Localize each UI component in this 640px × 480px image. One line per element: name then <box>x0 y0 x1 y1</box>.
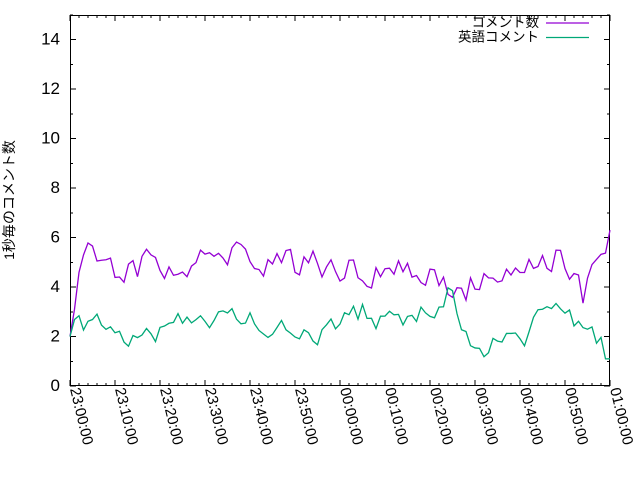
svg-text:コメント数: コメント数 <box>472 15 540 30</box>
svg-text:10: 10 <box>41 129 60 148</box>
svg-text:2: 2 <box>51 327 60 346</box>
svg-text:14: 14 <box>41 30 60 49</box>
svg-text:1秒毎のコメント数: 1秒毎のコメント数 <box>1 140 17 260</box>
svg-text:12: 12 <box>41 79 60 98</box>
svg-text:4: 4 <box>51 277 60 296</box>
svg-text:6: 6 <box>51 228 60 247</box>
svg-text:英語コメント: 英語コメント <box>458 29 539 45</box>
svg-text:0: 0 <box>51 376 60 395</box>
svg-text:8: 8 <box>51 178 60 197</box>
